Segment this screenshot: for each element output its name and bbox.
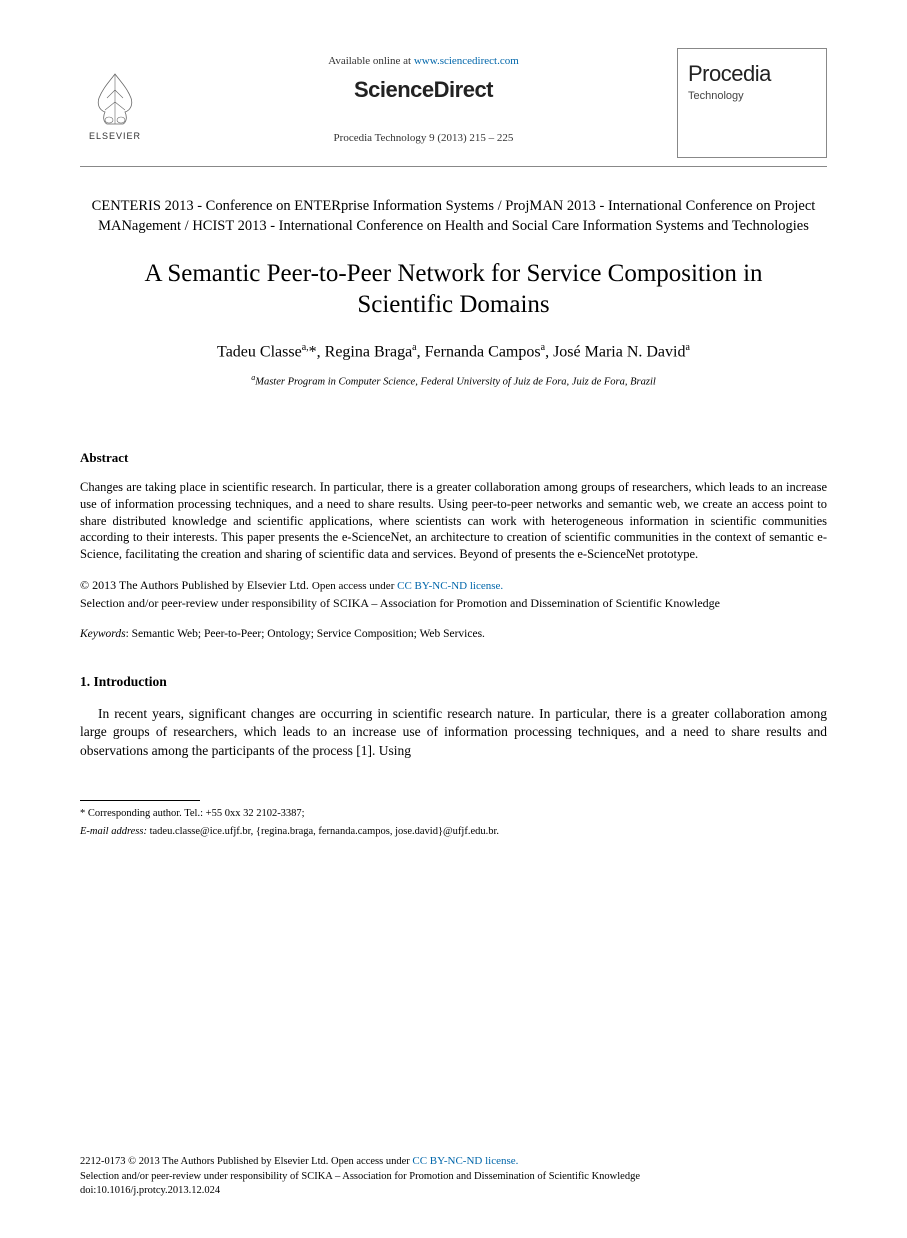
procedia-box: Procedia Technology <box>677 48 827 158</box>
procedia-subtitle: Technology <box>688 89 816 104</box>
header-center: Available online at www.sciencedirect.co… <box>170 48 677 145</box>
doi-line: doi:10.1016/j.protcy.2013.12.024 <box>80 1185 220 1196</box>
paper-title: A Semantic Peer-to-Peer Network for Serv… <box>80 258 827 321</box>
authors-line: Tadeu Classea,*, Regina Bragaa, Fernanda… <box>80 341 827 363</box>
introduction-heading: 1. Introduction <box>80 673 827 691</box>
header-right: Procedia Technology <box>677 48 827 158</box>
elsevier-tree-icon <box>89 70 141 128</box>
elsevier-block: ELSEVIER <box>80 48 170 150</box>
elsevier-logo: ELSEVIER <box>80 70 150 150</box>
copyright-line2: Selection and/or peer-review under respo… <box>80 596 720 610</box>
keywords-text: : Semantic Web; Peer-to-Peer; Ontology; … <box>126 628 485 640</box>
available-text: Available online at <box>328 55 414 67</box>
keywords-line: Keywords: Semantic Web; Peer-to-Peer; On… <box>80 627 827 643</box>
page-header: ELSEVIER Available online at www.science… <box>80 48 827 158</box>
introduction-paragraph: In recent years, significant changes are… <box>80 705 827 760</box>
copyright-line1b: Open access under <box>312 580 397 592</box>
sciencedirect-logo: ScienceDirect <box>170 75 677 105</box>
bottom-cc-link[interactable]: CC BY-NC-ND license. <box>412 1155 518 1167</box>
abstract-text: Changes are taking place in scientific r… <box>80 479 827 563</box>
keywords-label: Keywords <box>80 628 126 640</box>
cc-license-link[interactable]: CC BY-NC-ND license. <box>397 580 503 592</box>
copyright-line1a: © 2013 The Authors Published by Elsevier… <box>80 578 312 592</box>
procedia-title: Procedia <box>688 59 816 89</box>
abstract-heading: Abstract <box>80 449 827 467</box>
header-rule <box>80 166 827 167</box>
elsevier-wordmark: ELSEVIER <box>89 130 141 142</box>
available-online-line: Available online at www.sciencedirect.co… <box>170 54 677 69</box>
email-footnote: E-mail address: tadeu.classe@ice.ufjf.br… <box>80 825 827 840</box>
bottom-block: 2212-0173 © 2013 The Authors Published b… <box>80 1154 827 1198</box>
email-label: E-mail address: <box>80 826 147 837</box>
sciencedirect-url[interactable]: www.sciencedirect.com <box>414 55 519 67</box>
conference-line: CENTERIS 2013 - Conference on ENTERprise… <box>80 197 827 236</box>
bottom-selection: Selection and/or peer-review under respo… <box>80 1171 640 1182</box>
corresponding-author-footnote: * Corresponding author. Tel.: +55 0xx 32… <box>80 807 827 822</box>
affiliation-line: aMaster Program in Computer Science, Fed… <box>80 373 827 390</box>
issn-line-b: Open access under <box>331 1156 412 1167</box>
issn-line-a: 2212-0173 © 2013 The Authors Published b… <box>80 1156 331 1167</box>
email-text: tadeu.classe@ice.ufjf.br, {regina.braga,… <box>147 826 499 837</box>
footnote-rule <box>80 800 200 801</box>
copyright-block: © 2013 The Authors Published by Elsevier… <box>80 577 827 611</box>
journal-reference: Procedia Technology 9 (2013) 215 – 225 <box>170 131 677 146</box>
